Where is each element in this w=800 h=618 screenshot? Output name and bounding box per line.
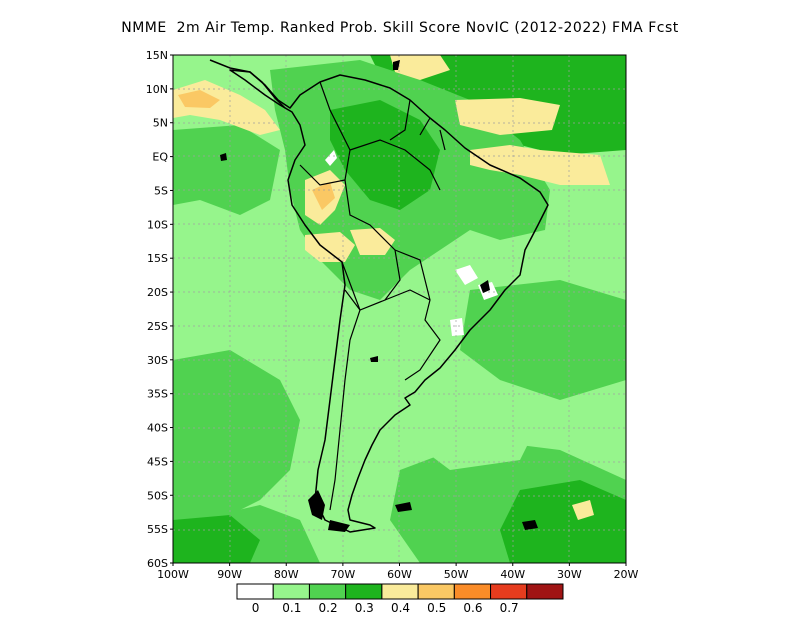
peru-warm-zone [305,232,355,262]
colorbar-label: 0.2 [319,601,338,615]
amazon-dark-zone [330,100,440,210]
brazil-zero-spot-3 [450,318,464,336]
south-atlantic-warm-spot [572,500,594,520]
south-atlantic-medium-zone [460,280,626,400]
colorbar-label: 0 [252,601,260,615]
islands [220,60,538,532]
colorbar-swatch [453,583,492,600]
skill-field [173,55,626,563]
colorbar-swatch [236,583,274,600]
east-pacific-medium-zone [173,125,280,215]
lon-label: 50W [444,568,469,581]
guiana-warm-zone [455,98,560,135]
lon-label: 20W [614,568,639,581]
lat-label: 15N [146,49,168,62]
lat-label: EQ [152,151,168,164]
lon-label: 30W [557,568,582,581]
lon-label: 100W [157,568,189,581]
colorbar-swatch [526,583,564,600]
country-borders [299,81,446,511]
colombia-zero-spot [325,150,337,166]
colorbar-swatch [490,583,528,600]
central-america-coast [209,59,286,109]
lat-gridlines [173,88,626,531]
lat-label: 25S [147,320,168,333]
colorbar-swatch [417,583,455,600]
lon-label: 70W [330,568,355,581]
caribbean-north-warm-zone [390,55,450,80]
lat-label: 30S [147,354,168,367]
lon-label: 40W [500,568,525,581]
lon-label: 80W [274,568,299,581]
colorbar-label: 0.5 [427,601,446,615]
map-title: NMME 2m Air Temp. Ranked Prob. Skill Sco… [121,20,679,36]
lat-label: 35S [147,388,168,401]
lat-label: 5S [154,184,168,197]
colorbar: 0 0.1 0.2 0.3 0.4 0.5 0.6 0.7 [236,583,564,615]
lat-label: 5N [153,117,168,130]
latitude-axis: 15N 10N 5N EQ 5S 10S 15S 20S 25S 30S 35S 40S 45S 50S 5… [146,49,173,570]
colorbar-label: 0.1 [282,601,301,615]
colorbar-label: 0.3 [355,601,374,615]
lat-label: 40S [147,422,168,435]
lat-label: 20S [147,286,168,299]
caribbean-warm-core [178,90,220,108]
longitude-axis: 100W 90W 80W 70W 60W 50W 40W 30W 20W [157,563,639,581]
lat-label: 45S [147,455,168,468]
colorbar-swatch [345,583,383,600]
colorbar-label: 0.7 [500,601,519,615]
lat-label: 10S [147,218,168,231]
south-america-coastline [229,69,549,533]
southeast-dark-zone [500,480,626,563]
southwest-atlantic-light-zone [410,390,540,470]
andes-warm-core [312,182,335,210]
altiplano-warm-zone [350,228,395,255]
lat-label: 15S [147,252,168,265]
colorbar-swatch [272,583,310,600]
lon-label: 60W [387,568,412,581]
lat-label: 55S [147,523,168,536]
colorbar-label: 0.6 [463,601,482,615]
lat-label: 10N [146,83,168,96]
colorbar-swatch [308,583,347,600]
far-south-dark-zone [173,515,260,563]
colorbar-label: 0.4 [391,601,410,615]
brazil-zero-spot-1 [455,265,478,285]
lat-label: 60S [147,557,168,570]
colorbar-swatch [381,583,419,600]
lon-label: 90W [217,568,242,581]
ne-brazil-warm-zone [470,145,610,185]
lat-label: 50S [147,489,168,502]
